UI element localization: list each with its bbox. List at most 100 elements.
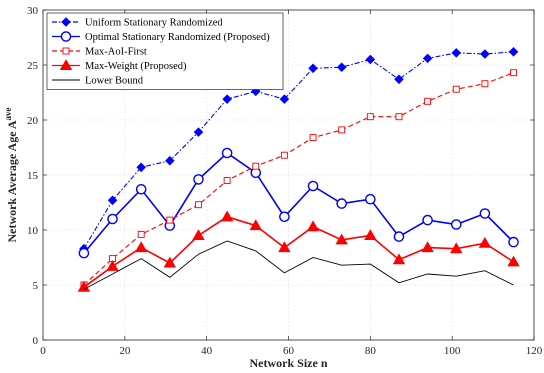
data-point xyxy=(220,210,234,222)
data-point xyxy=(424,97,432,105)
data-point xyxy=(195,201,202,209)
data-point xyxy=(479,208,491,219)
y-axis-label-superscript: ave xyxy=(3,107,13,120)
x-tick-label: 100 xyxy=(444,345,461,357)
tick-marks: 0 20 40 60 80 100 120 0 5 10 15 20 25 30 xyxy=(27,5,543,357)
data-point xyxy=(280,151,288,159)
data-point xyxy=(421,241,434,253)
legend-item: Max-AoI-First xyxy=(52,47,147,58)
series-3 xyxy=(80,69,517,289)
y-axis-label-main: Network Average Age A xyxy=(5,120,19,242)
y-tick-label: 10 xyxy=(27,225,39,237)
data-point xyxy=(252,162,260,170)
data-point xyxy=(365,54,376,65)
data-point xyxy=(478,236,492,248)
data-point xyxy=(394,74,404,85)
data-point xyxy=(222,94,232,104)
data-point xyxy=(480,49,490,59)
series-line xyxy=(83,215,514,288)
data-point xyxy=(507,255,520,267)
x-tick-label: 0 xyxy=(40,345,46,357)
x-tick-label: 40 xyxy=(201,345,213,357)
data-point xyxy=(364,229,377,241)
data-point xyxy=(193,127,204,137)
data-point xyxy=(278,241,291,253)
data-point xyxy=(279,211,290,223)
legend-label: Lower Bound xyxy=(85,76,144,87)
legend-marker xyxy=(61,17,71,27)
data-point xyxy=(338,126,346,134)
x-tick-label: 120 xyxy=(526,345,543,357)
data-point xyxy=(193,174,204,185)
data-point xyxy=(450,242,463,254)
data-point xyxy=(335,233,348,245)
data-point xyxy=(395,113,403,121)
series-line xyxy=(83,151,515,254)
data-point xyxy=(450,219,462,230)
x-tick-label: 60 xyxy=(283,345,295,357)
x-axis-label: Network Size n xyxy=(250,356,328,370)
data-point xyxy=(309,134,317,142)
legend-marker xyxy=(59,59,73,71)
y-tick-label: 5 xyxy=(33,280,39,292)
data-point xyxy=(107,195,118,206)
y-tick-label: 30 xyxy=(27,5,39,17)
legend-item: Max-Weight (Proposed) xyxy=(52,59,187,72)
data-point xyxy=(508,47,519,57)
legend-label: Uniform Stationary Randomized xyxy=(85,18,223,29)
series-5 xyxy=(83,240,514,290)
x-tick-label: 20 xyxy=(119,345,131,357)
series-4 xyxy=(77,210,520,292)
data-point xyxy=(221,147,233,159)
data-point xyxy=(135,183,147,195)
series-2 xyxy=(78,147,519,259)
data-point xyxy=(308,63,318,74)
legend: Uniform Stationary Randomized Optimal Sta… xyxy=(46,12,284,90)
data-point xyxy=(223,177,231,184)
data-point xyxy=(279,94,290,104)
data-point xyxy=(163,256,177,268)
data-point xyxy=(107,213,118,225)
legend-item: Uniform Stationary Randomized xyxy=(52,17,223,29)
legend-marker xyxy=(60,31,72,42)
legend-label: Optimal Stationary Randomized (Proposed) xyxy=(85,32,270,43)
data-point xyxy=(510,69,517,77)
data-point xyxy=(192,229,205,241)
data-point xyxy=(393,231,405,242)
series-line xyxy=(83,240,514,290)
data-point xyxy=(481,80,489,88)
data-point xyxy=(135,241,148,253)
data-point xyxy=(306,220,320,232)
y-tick-label: 25 xyxy=(27,60,39,72)
data-point xyxy=(451,48,462,58)
series-layer xyxy=(77,47,520,292)
legend-marker xyxy=(62,47,70,55)
data-point xyxy=(452,85,460,93)
data-point xyxy=(422,53,433,64)
data-point xyxy=(77,280,91,292)
data-point xyxy=(78,247,90,259)
data-point xyxy=(249,219,262,231)
y-tick-label: 20 xyxy=(27,115,39,127)
data-point xyxy=(422,214,433,226)
series-line xyxy=(83,72,514,286)
legend-box xyxy=(46,12,284,90)
data-point xyxy=(336,62,347,72)
legend-item: Optimal Stationary Randomized (Proposed) xyxy=(52,31,270,43)
y-axis-label: Network Average Age Aave xyxy=(3,107,19,242)
data-point xyxy=(392,253,406,265)
legend-label: Max-Weight (Proposed) xyxy=(85,61,187,72)
data-point xyxy=(136,162,146,173)
data-point xyxy=(307,180,319,192)
data-point xyxy=(137,230,145,238)
legend-label: Max-AoI-First xyxy=(85,47,147,58)
data-point xyxy=(366,113,374,121)
x-tick-label: 80 xyxy=(365,345,377,357)
legend-item: Lower Bound xyxy=(52,76,144,87)
data-point xyxy=(365,193,376,205)
data-point xyxy=(106,259,119,271)
y-tick-label: 15 xyxy=(27,170,39,182)
y-tick-label: 0 xyxy=(33,335,39,347)
data-point xyxy=(166,216,174,224)
